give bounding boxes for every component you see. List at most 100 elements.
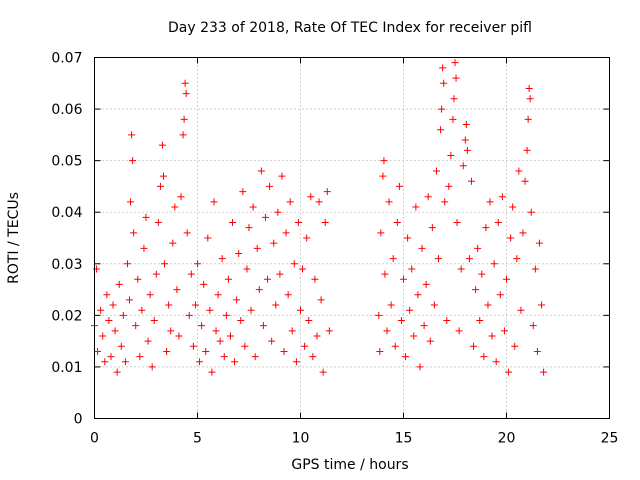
data-point	[435, 255, 443, 263]
data-point	[311, 275, 319, 283]
data-point	[494, 219, 502, 227]
data-point	[379, 172, 387, 180]
data-point	[142, 213, 150, 221]
data-point	[420, 322, 428, 330]
data-point	[272, 301, 280, 309]
data-point	[397, 317, 405, 325]
data-point	[453, 219, 461, 227]
data-point	[111, 327, 119, 335]
data-point	[492, 358, 500, 366]
data-point	[264, 275, 272, 283]
data-point	[126, 296, 134, 304]
data-point	[515, 167, 523, 175]
data-point	[294, 219, 302, 227]
data-point	[496, 291, 504, 299]
data-point	[288, 327, 296, 335]
data-point	[432, 167, 440, 175]
data-point	[309, 353, 317, 361]
data-point	[140, 244, 148, 252]
data-point	[239, 188, 247, 196]
data-point	[226, 332, 234, 340]
data-point	[303, 234, 311, 242]
data-point	[187, 270, 195, 278]
data-point	[467, 177, 475, 185]
data-point	[527, 208, 535, 216]
data-point	[123, 260, 131, 268]
data-point	[194, 260, 201, 268]
data-point	[383, 327, 391, 335]
data-point	[128, 131, 136, 139]
data-point	[410, 332, 418, 340]
data-point	[247, 306, 255, 314]
data-point	[115, 280, 123, 288]
data-point	[385, 198, 393, 206]
data-point	[241, 342, 249, 350]
data-point	[146, 291, 154, 299]
data-point	[393, 219, 401, 227]
data-point	[130, 229, 138, 237]
data-point	[222, 311, 230, 319]
data-point	[402, 353, 410, 361]
data-point	[455, 327, 463, 335]
data-point	[171, 203, 179, 211]
data-point	[208, 368, 216, 376]
data-point	[319, 368, 327, 376]
data-point	[117, 342, 125, 350]
data-point	[202, 347, 210, 355]
data-point	[443, 317, 451, 325]
data-point	[274, 208, 282, 216]
data-point	[284, 291, 292, 299]
data-point	[387, 301, 395, 309]
data-point	[107, 353, 115, 361]
data-point	[216, 337, 224, 345]
data-point	[525, 84, 533, 92]
data-point	[299, 265, 307, 273]
data-point	[440, 79, 448, 87]
data-point	[461, 136, 469, 144]
x-tick-labels: 0 5 10 15 20 25	[90, 431, 618, 447]
data-point	[229, 219, 237, 227]
data-point	[233, 296, 241, 304]
data-point	[503, 275, 510, 283]
data-point	[447, 151, 455, 159]
data-point	[452, 74, 460, 82]
data-point	[253, 244, 261, 252]
data-point	[129, 157, 137, 165]
y-tick-label: 0.02	[51, 308, 82, 324]
data-point	[439, 64, 447, 72]
data-point	[457, 265, 465, 273]
data-point	[161, 260, 169, 268]
data-point	[113, 368, 121, 376]
data-point	[519, 229, 527, 237]
data-point	[418, 244, 426, 252]
data-point	[99, 332, 107, 340]
data-point	[249, 203, 257, 211]
data-point	[154, 219, 162, 227]
y-tick-label: 0.05	[51, 154, 82, 170]
data-point	[321, 219, 329, 227]
data-point	[412, 203, 420, 211]
data-point	[105, 317, 113, 325]
data-point	[509, 203, 517, 211]
data-point	[132, 322, 140, 330]
data-point	[404, 234, 412, 242]
data-point	[414, 291, 422, 299]
data-point	[486, 198, 494, 206]
data-point	[500, 327, 508, 335]
data-point	[218, 255, 226, 263]
data-point	[206, 306, 214, 314]
data-point	[498, 193, 506, 201]
data-point	[231, 358, 239, 366]
data-point	[235, 249, 243, 257]
data-point	[243, 265, 251, 273]
data-point	[156, 182, 164, 190]
data-point	[109, 301, 117, 309]
data-point	[474, 244, 482, 252]
data-point	[251, 353, 259, 361]
data-point	[200, 280, 208, 288]
axis-ticks	[94, 57, 610, 419]
data-point	[245, 224, 253, 232]
y-tick-label: 0.04	[51, 205, 82, 221]
data-point	[521, 177, 529, 185]
data-point	[148, 363, 156, 371]
